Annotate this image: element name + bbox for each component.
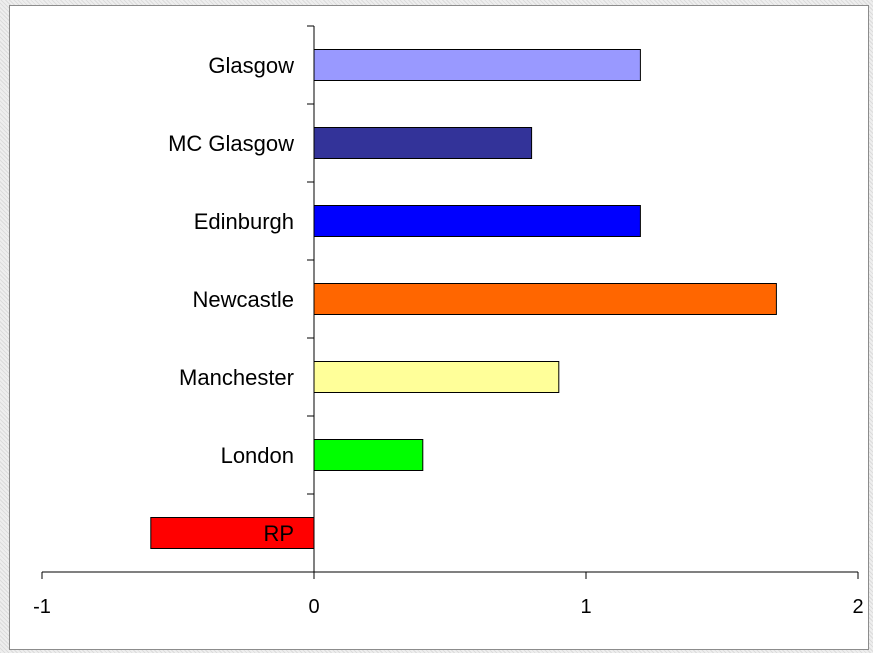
x-tick-label: -1 xyxy=(33,596,51,618)
category-label: London xyxy=(221,443,294,468)
category-label: Manchester xyxy=(179,365,294,390)
x-tick-label: 2 xyxy=(852,596,863,618)
bar-mc-glasgow xyxy=(313,127,533,159)
bar-edinburgh xyxy=(313,205,641,237)
bar-glasgow xyxy=(313,49,641,81)
chart-area: Glasgow MC Glasgow Edinburgh Newcastle Manch… xyxy=(9,5,869,650)
category-label: Newcastle xyxy=(193,287,294,312)
x-tick-label: 1 xyxy=(580,596,591,618)
bar-rp xyxy=(150,517,315,549)
category-label: Glasgow xyxy=(208,53,294,78)
bar-newcastle xyxy=(313,283,777,315)
category-label: RP xyxy=(263,521,294,546)
category-label: MC Glasgow xyxy=(168,131,294,156)
bar-london xyxy=(313,439,424,471)
bar-chart: Glasgow MC Glasgow Edinburgh Newcastle Manch… xyxy=(33,25,864,618)
x-tick-label: 0 xyxy=(308,596,319,618)
bar-manchester xyxy=(313,361,560,393)
category-label: Edinburgh xyxy=(194,209,294,234)
